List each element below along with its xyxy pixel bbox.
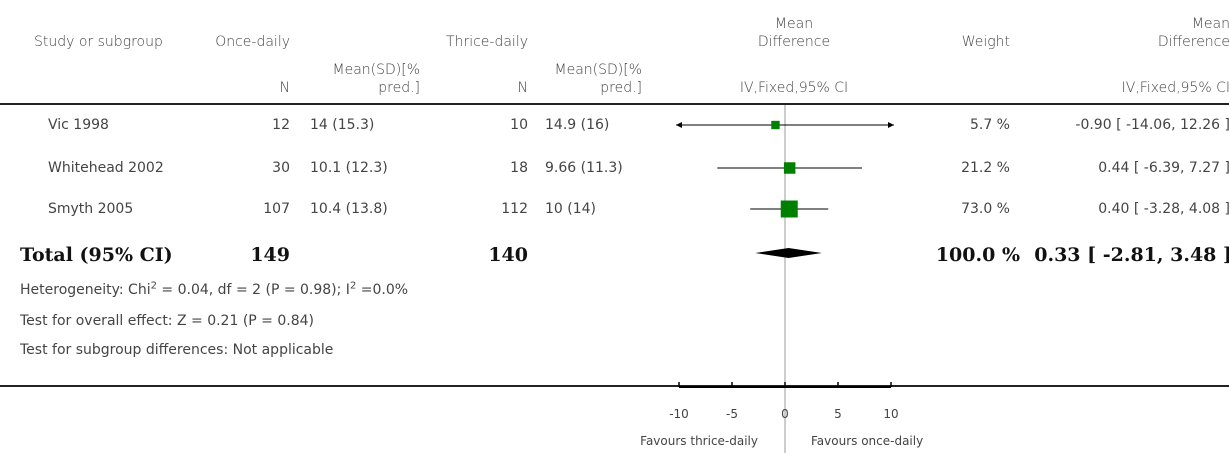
mean-once-daily: 14 (15.3) [310,117,375,133]
study-name: Smyth 2005 [48,201,134,217]
header-meansd1-line1: Mean(SD)[% [332,62,421,78]
ci-arrow-left [676,122,682,128]
header-md-line2: Difference [757,34,831,50]
mean-once-daily: 10.4 (13.8) [310,201,388,217]
mean-thrice-daily: 14.9 (16) [545,117,610,133]
bottom-rule [0,385,1229,387]
weight-value: 21.2 % [961,160,1010,176]
total-label: Total (95% CI) [20,244,173,266]
mean-once-daily: 10.1 (12.3) [310,160,388,176]
header-rule [0,103,1229,105]
favours-right-label: Favours once-daily [811,434,924,448]
x-tick-label: 0 [781,407,789,421]
study-marker [771,120,780,130]
favours-left-label: Favours thrice-daily [640,434,758,448]
n-thrice-daily: 10 [510,117,528,133]
n-once-daily: 107 [263,201,290,217]
total-ci: 0.33 [ -2.81, 3.48 ] [1034,244,1229,266]
header-meansd2-line1: Mean(SD)[% [554,62,643,78]
x-tick-label: -5 [726,407,738,421]
study-name: Vic 1998 [48,117,109,133]
n-thrice-daily: 112 [501,201,528,217]
header-meansd2-line2: pred.] [600,80,642,96]
study-marker [780,200,798,218]
subgroup-note: Test for subgroup differences: Not appli… [20,342,334,358]
ci-value: 0.44 [ -6.39, 7.27 ] [1098,160,1229,176]
header-once-daily: Once-daily [215,34,290,50]
header-md-line1: Mean [774,16,814,32]
header-weight: Weight [961,34,1010,50]
total-weight: 100.0 % [935,244,1020,266]
header-study: Study or subgroup [34,34,163,50]
n-once-daily: 12 [272,117,290,133]
ci-arrow-right [888,122,894,128]
x-tick-label: -10 [669,407,689,421]
header-thrice-daily: Thrice-daily [446,34,528,50]
study-name: Whitehead 2002 [48,160,164,176]
mean-thrice-daily: 9.66 (11.3) [545,160,623,176]
header-method1: IV,Fixed,95% CI [739,80,849,96]
header-md2-line2: Difference [1157,34,1229,50]
weight-value: 73.0 % [961,201,1010,217]
mean-thrice-daily: 10 (14) [545,201,597,217]
header-method2: IV,Fixed,95% CI [1121,80,1229,96]
heterogeneity-note: Heterogeneity: Chi2 = 0.04, df = 2 (P = … [20,280,409,298]
x-tick-label: 10 [883,407,898,421]
weight-value: 5.7 % [969,117,1010,133]
overall-effect-note: Test for overall effect: Z = 0.21 (P = 0… [20,313,314,329]
x-tick-label: 5 [834,407,842,421]
header-n1: N [279,80,290,96]
total-n-once-daily: 149 [250,244,290,266]
ci-value: 0.40 [ -3.28, 4.08 ] [1098,201,1229,217]
total-n-thrice-daily: 140 [488,244,528,266]
pooled-diamond [755,248,822,258]
ci-value: -0.90 [ -14.06, 12.26 ] [1075,117,1229,133]
n-once-daily: 30 [272,160,290,176]
header-md2-line1: Mean [1191,16,1229,32]
header-n2: N [517,80,528,96]
header-meansd1-line2: pred.] [378,80,420,96]
n-thrice-daily: 18 [510,160,528,176]
study-marker [783,162,796,174]
